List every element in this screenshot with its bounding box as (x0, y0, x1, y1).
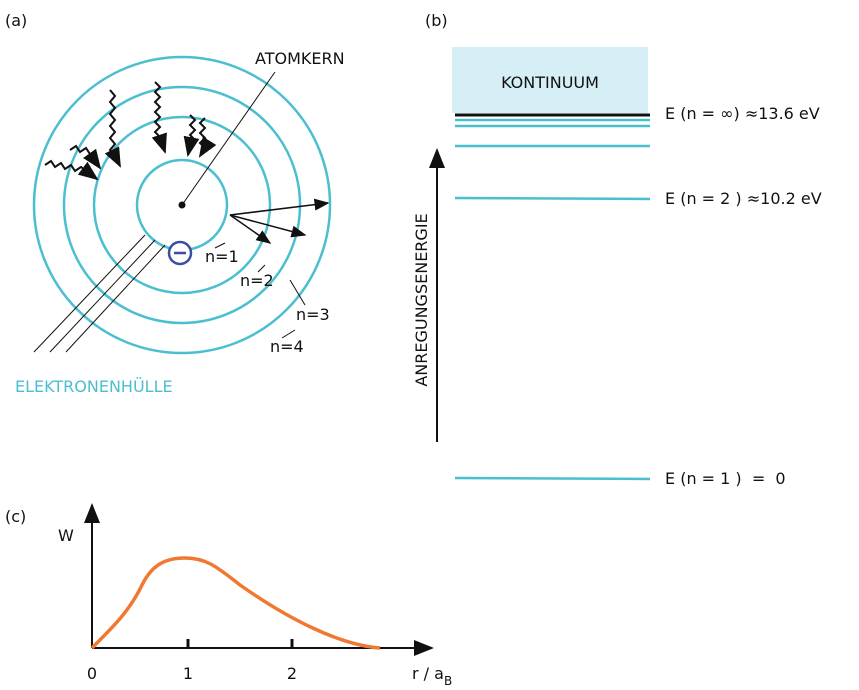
axis-label: ANREGUNGSENERGIE (412, 213, 431, 386)
emission-arrows (229, 198, 330, 244)
x-tick-label: 2 (287, 664, 297, 683)
shell-lines (33, 234, 166, 353)
continuum-label: KONTINUUM (501, 73, 599, 92)
level-label: E (n = ∞) ≈13.6 eV (665, 104, 820, 123)
x-tick-label: 1 (183, 664, 193, 683)
panel-label: (b) (425, 11, 448, 30)
shell-label: n=3 (296, 305, 330, 324)
x-tick-label: 0 (87, 664, 97, 683)
energy-levels (454, 118, 651, 481)
level-label: E (n = 1 ) = 0 (665, 469, 786, 488)
x-label-main: r / a (412, 664, 444, 683)
probability-curve (90, 556, 381, 650)
panel-label: (c) (5, 507, 26, 526)
y-label: W (58, 526, 74, 545)
photon-arrows (44, 81, 217, 181)
nucleus-label: ATOMKERN (255, 49, 345, 68)
level-label: E (n = 2 ) ≈10.2 eV (665, 189, 822, 208)
shell-label: n=4 (270, 337, 304, 356)
shell-label: n=1 (205, 247, 239, 266)
x-label-sub: B (444, 674, 452, 688)
leader (181, 71, 276, 206)
shell-label: n=2 (240, 271, 274, 290)
panel-label: (a) (5, 11, 27, 30)
x-label: r / aB (412, 664, 452, 688)
continuum-box (452, 47, 648, 113)
shell-title: ELEKTRONENHÜLLE (15, 377, 173, 396)
shell-leaders (214, 242, 306, 339)
